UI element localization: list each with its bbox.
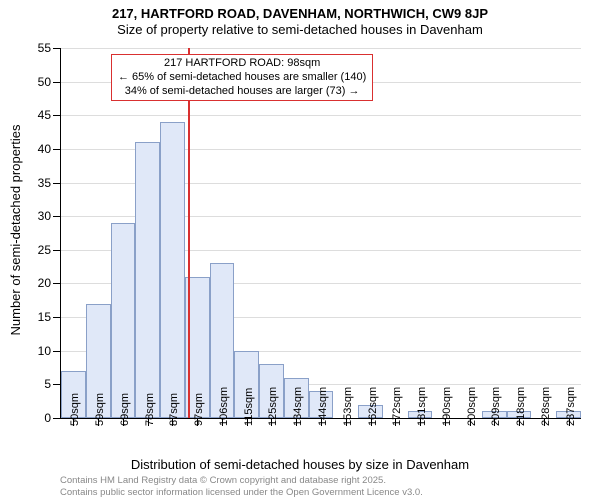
y-tick-label: 50: [38, 75, 51, 89]
x-tick-label: 153sqm: [342, 387, 354, 426]
x-tick-label: 97sqm: [193, 393, 205, 426]
y-tick: [53, 250, 61, 251]
y-tick: [53, 317, 61, 318]
y-tick-label: 35: [38, 176, 51, 190]
y-tick: [53, 418, 61, 419]
title-sub: Size of property relative to semi-detach…: [0, 22, 600, 38]
gridline: [61, 115, 581, 116]
footer-credit: Contains HM Land Registry data © Crown c…: [60, 475, 423, 498]
x-tick-label: 134sqm: [292, 387, 304, 426]
footer-line-1: Contains HM Land Registry data © Crown c…: [60, 475, 423, 486]
x-tick-label: 144sqm: [317, 387, 329, 426]
y-axis-label: Number of semi-detached properties: [8, 125, 23, 336]
y-tick-label: 5: [44, 377, 51, 391]
x-tick-label: 59sqm: [94, 393, 106, 426]
y-tick-label: 40: [38, 142, 51, 156]
title-block: 217, HARTFORD ROAD, DAVENHAM, NORTHWICH,…: [0, 0, 600, 39]
y-tick: [53, 149, 61, 150]
x-tick-label: 237sqm: [565, 387, 577, 426]
x-tick-label: 115sqm: [243, 388, 255, 426]
x-tick-label: 190sqm: [441, 387, 453, 426]
x-tick-label: 78sqm: [144, 393, 156, 426]
annotation-line-1: 217 HARTFORD ROAD: 98sqm: [118, 57, 366, 71]
y-tick-label: 30: [38, 209, 51, 223]
y-tick: [53, 351, 61, 352]
annotation-box: 217 HARTFORD ROAD: 98sqm ← 65% of semi-d…: [111, 54, 373, 101]
annotation-line-2: ← 65% of semi-detached houses are smalle…: [118, 71, 366, 85]
y-tick: [53, 183, 61, 184]
x-tick-label: 50sqm: [69, 393, 81, 426]
x-axis-label: Distribution of semi-detached houses by …: [0, 457, 600, 472]
chart-container: 217, HARTFORD ROAD, DAVENHAM, NORTHWICH,…: [0, 0, 600, 500]
x-tick-label: 87sqm: [168, 393, 180, 426]
annotation-line-3: 34% of semi-detached houses are larger (…: [118, 85, 366, 99]
x-tick-label: 125sqm: [267, 387, 279, 426]
x-tick-label: 69sqm: [119, 393, 131, 426]
y-tick-label: 20: [38, 276, 51, 290]
y-tick-label: 0: [44, 411, 51, 425]
y-tick-label: 10: [38, 344, 51, 358]
y-tick-label: 15: [38, 310, 51, 324]
title-main: 217, HARTFORD ROAD, DAVENHAM, NORTHWICH,…: [0, 6, 600, 22]
x-tick-label: 209sqm: [490, 387, 502, 426]
y-tick-label: 55: [38, 41, 51, 55]
y-tick: [53, 82, 61, 83]
gridline: [61, 48, 581, 49]
histogram-bar: [135, 142, 160, 418]
marker-line: [188, 48, 190, 418]
y-tick-label: 25: [38, 243, 51, 257]
y-tick: [53, 384, 61, 385]
y-tick: [53, 115, 61, 116]
y-tick: [53, 216, 61, 217]
y-tick: [53, 48, 61, 49]
y-tick-label: 45: [38, 108, 51, 122]
y-tick: [53, 283, 61, 284]
x-tick-label: 106sqm: [218, 387, 230, 426]
x-tick-label: 200sqm: [466, 387, 478, 426]
plot-area: 051015202530354045505550sqm59sqm69sqm78s…: [60, 48, 581, 419]
x-tick-label: 162sqm: [367, 387, 379, 426]
histogram-bar: [160, 122, 185, 418]
x-tick-label: 218sqm: [515, 387, 527, 426]
footer-line-2: Contains public sector information licen…: [60, 487, 423, 498]
histogram-bar: [111, 223, 136, 418]
x-tick-label: 172sqm: [391, 387, 403, 426]
x-tick-label: 228sqm: [540, 387, 552, 426]
x-tick-label: 181sqm: [416, 387, 428, 426]
